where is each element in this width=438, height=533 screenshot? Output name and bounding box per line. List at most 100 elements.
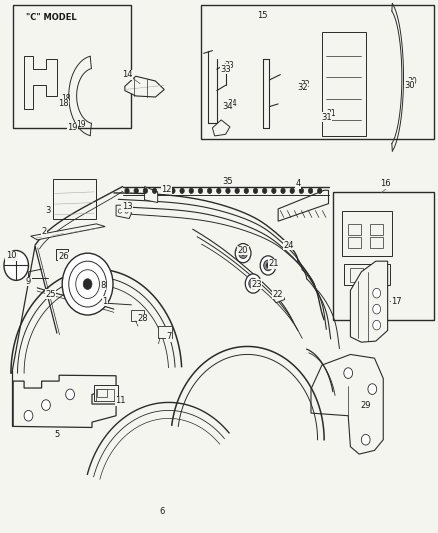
Circle shape <box>272 188 276 193</box>
Circle shape <box>62 253 113 315</box>
Text: 19: 19 <box>67 124 78 132</box>
Text: 13: 13 <box>122 203 132 211</box>
Polygon shape <box>145 187 158 203</box>
Text: 29: 29 <box>360 401 371 409</box>
Text: 26: 26 <box>58 253 69 261</box>
Circle shape <box>251 281 255 286</box>
Bar <box>370 237 383 248</box>
Text: 33: 33 <box>220 65 231 74</box>
Text: 5: 5 <box>54 430 60 439</box>
Bar <box>94 385 118 401</box>
Circle shape <box>143 188 148 193</box>
Circle shape <box>118 209 122 213</box>
Bar <box>56 249 68 260</box>
Circle shape <box>245 274 261 293</box>
Text: 25: 25 <box>45 290 56 298</box>
Text: 14: 14 <box>122 70 132 79</box>
Bar <box>322 32 366 136</box>
Circle shape <box>42 400 50 410</box>
Text: 22: 22 <box>273 290 283 298</box>
Text: 6: 6 <box>159 507 165 516</box>
Circle shape <box>235 244 251 263</box>
Text: 34: 34 <box>223 102 233 111</box>
Bar <box>131 310 144 321</box>
Circle shape <box>262 188 267 193</box>
Circle shape <box>308 188 313 193</box>
Text: 21: 21 <box>268 260 279 268</box>
Circle shape <box>264 260 272 271</box>
Circle shape <box>69 261 106 307</box>
Polygon shape <box>13 375 116 427</box>
Circle shape <box>290 188 294 193</box>
Circle shape <box>198 188 203 193</box>
Text: 33: 33 <box>224 61 234 70</box>
Circle shape <box>189 188 194 193</box>
Text: 20: 20 <box>238 246 248 255</box>
Circle shape <box>171 188 175 193</box>
Circle shape <box>152 188 157 193</box>
Text: 34: 34 <box>228 99 237 108</box>
Text: 23: 23 <box>251 280 261 288</box>
Text: 30: 30 <box>404 81 415 90</box>
Polygon shape <box>278 190 328 221</box>
Circle shape <box>244 188 248 193</box>
Circle shape <box>373 304 381 314</box>
Bar <box>97 389 107 397</box>
Circle shape <box>24 410 33 421</box>
Text: 1: 1 <box>102 297 108 305</box>
Text: 18: 18 <box>61 94 71 103</box>
Text: 17: 17 <box>391 297 402 305</box>
Text: 31: 31 <box>326 109 336 118</box>
Circle shape <box>260 256 276 275</box>
Text: 16: 16 <box>380 180 391 188</box>
Circle shape <box>226 188 230 193</box>
Circle shape <box>208 188 212 193</box>
Polygon shape <box>311 354 383 454</box>
Text: 12: 12 <box>161 185 172 193</box>
Circle shape <box>281 188 285 193</box>
Circle shape <box>318 188 322 193</box>
Polygon shape <box>272 290 285 303</box>
Bar <box>158 326 172 338</box>
Text: 31: 31 <box>321 113 332 122</box>
Circle shape <box>373 320 381 330</box>
Circle shape <box>66 389 74 400</box>
Circle shape <box>368 384 377 394</box>
Text: 9: 9 <box>26 277 31 286</box>
Bar <box>348 237 361 248</box>
Circle shape <box>373 288 381 298</box>
Text: 11: 11 <box>115 397 126 405</box>
Text: 3: 3 <box>46 206 51 215</box>
Text: 19: 19 <box>77 120 86 129</box>
Circle shape <box>76 270 99 298</box>
Text: 18: 18 <box>58 100 69 108</box>
Bar <box>350 268 363 282</box>
Circle shape <box>134 188 138 193</box>
Bar <box>370 268 382 282</box>
Bar <box>333 192 434 320</box>
Text: "C" MODEL: "C" MODEL <box>26 13 77 22</box>
Circle shape <box>361 434 370 445</box>
Text: 32: 32 <box>297 84 307 92</box>
Bar <box>96 389 114 401</box>
Bar <box>370 224 383 235</box>
Bar <box>342 211 392 256</box>
Circle shape <box>299 188 304 193</box>
Circle shape <box>266 263 270 268</box>
Bar <box>53 179 96 219</box>
Circle shape <box>4 251 28 280</box>
Circle shape <box>83 279 92 289</box>
Text: 7: 7 <box>166 333 171 341</box>
Text: 35: 35 <box>223 177 233 185</box>
Bar <box>344 264 390 285</box>
Polygon shape <box>125 76 164 97</box>
Circle shape <box>162 188 166 193</box>
Circle shape <box>249 278 258 289</box>
Circle shape <box>239 248 247 259</box>
Polygon shape <box>31 224 105 240</box>
Circle shape <box>344 368 353 378</box>
Text: 28: 28 <box>137 314 148 323</box>
Bar <box>348 224 361 235</box>
Text: 30: 30 <box>407 77 417 86</box>
Circle shape <box>180 188 184 193</box>
